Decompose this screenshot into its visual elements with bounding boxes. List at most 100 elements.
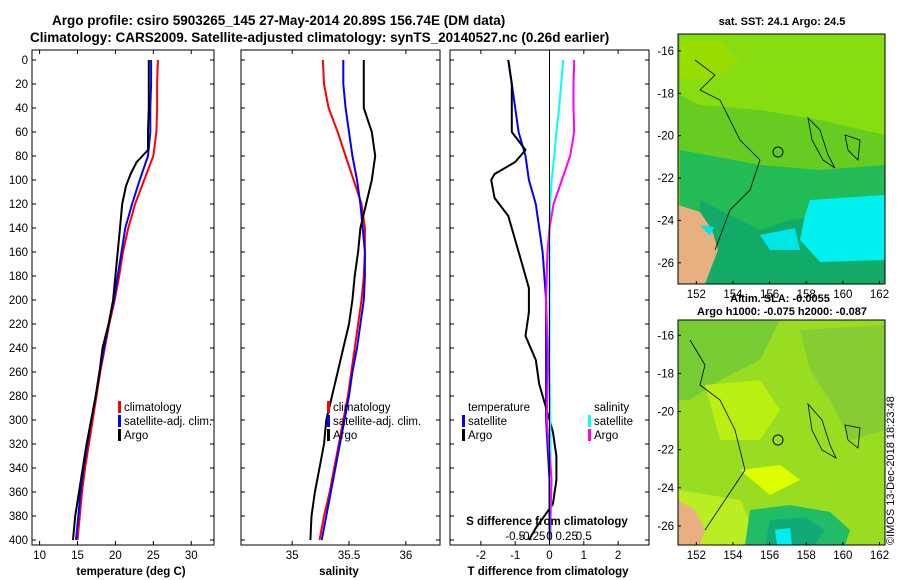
imos-timestamp: ©IMOS 13-Dec-2018 18:23:48 (885, 396, 897, 545)
x-tick-label: -2 (476, 550, 486, 562)
land-region (678, 500, 705, 545)
x-tick-label: 35 (286, 550, 299, 562)
map-y-tick-label: -24 (657, 483, 674, 495)
temperature-axis-label: temperature (deg C) (76, 566, 185, 578)
x-tick-label: 2 (615, 550, 621, 562)
x-tick-label: 1 (581, 550, 587, 562)
depth-tick-label: 220 (9, 319, 28, 331)
series-line-temperature-argo (490, 59, 558, 541)
depth-tick-label: 40 (15, 103, 28, 115)
legend-swatch-magenta (588, 429, 591, 441)
salinity-series (309, 59, 377, 541)
sla-region (678, 320, 780, 400)
reef-contour (844, 134, 861, 161)
map-y-tick-label: -16 (657, 46, 674, 58)
map-x-tick-label: 160 (833, 550, 852, 562)
t-difference-axis-label: T difference from climatology (467, 566, 629, 578)
figure-title-line2: Climatology: CARS2009. Satellite-adjuste… (30, 30, 609, 45)
legend-label-satellite: satellite-adj. clim. (124, 416, 212, 428)
depth-tick-label: 100 (9, 175, 28, 187)
sla-region (800, 325, 885, 440)
map-x-tick-label: 156 (760, 550, 779, 562)
temperature-panel (31, 49, 215, 546)
map-x-tick-label: 158 (797, 550, 816, 562)
coastline-contour (694, 59, 761, 251)
map-x-tick-label: 152 (687, 289, 706, 301)
legend-label-climatology: climatology (124, 402, 182, 414)
map-x-tick-label: 154 (723, 289, 743, 301)
sla-map (678, 320, 885, 545)
depth-axis: 0 20 40 60 80 100 120 140 160 180 200 220 240 260 280 3… (9, 55, 28, 547)
s-difference-axis-label: S difference from climatology (466, 516, 628, 528)
temperature-series (72, 59, 159, 541)
s-diff-tick-label: -0.5 (505, 531, 525, 543)
sla-high-region (705, 380, 780, 440)
depth-tick-label: 140 (9, 223, 28, 235)
difference-legend: temperature satellite Argo salinity sate… (462, 402, 633, 442)
argo-position-marker (772, 434, 784, 446)
depth-tick-label: 360 (9, 487, 28, 499)
argo-position-marker (772, 146, 784, 158)
s-diff-tick-label: 0.5 (576, 531, 592, 543)
series-line-argo (72, 60, 150, 541)
legend-label-t-argo: Argo (468, 430, 492, 442)
map-x-tick-label: 156 (760, 289, 779, 301)
sst-map-frame (677, 33, 886, 285)
legend-label-s-satellite: satellite (594, 416, 633, 428)
map-y-tick-label: -18 (657, 88, 674, 100)
map-y-tick-label: -20 (657, 131, 674, 143)
map-y-tick-label: -24 (657, 215, 674, 227)
legend-swatch-red (327, 401, 330, 413)
depth-tick-label: 340 (9, 463, 28, 475)
sst-cold-region (800, 195, 885, 262)
legend-swatch-blue (327, 415, 330, 427)
legend-swatch-red (118, 401, 121, 413)
x-tick-label: -1 (510, 550, 520, 562)
legend-label-t-satellite: satellite (468, 416, 507, 428)
map-y-tick-label: -18 (657, 368, 674, 380)
legend-swatch-blue (118, 415, 121, 427)
map-x-tick-label: 154 (723, 550, 743, 562)
x-tick-label: 25 (147, 550, 160, 562)
salinity-legend: climatology satellite-adj. clim. Argo (327, 401, 421, 442)
x-tick-label: 30 (185, 550, 198, 562)
legend-header-salinity: salinity (594, 402, 629, 414)
sla-map-title: Altim. SLA: -0.0055 (730, 293, 830, 305)
legend-swatch-black (462, 429, 465, 441)
map-y-tick-label: -20 (657, 407, 674, 419)
legend-label-climatology: climatology (333, 402, 391, 414)
legend-swatch-blue (462, 415, 465, 427)
legend-label-satellite: satellite-adj. clim. (333, 416, 421, 428)
x-tick-label: 20 (109, 550, 122, 562)
depth-tick-label: 80 (15, 151, 28, 163)
depth-tick-label: 300 (9, 415, 28, 427)
legend-swatch-black (327, 429, 330, 441)
sla-map-frame (677, 319, 886, 546)
depth-tick-label: 280 (9, 391, 28, 403)
depth-tick-label: 260 (9, 367, 28, 379)
sla-high-region (740, 465, 800, 495)
series-line-argo (309, 60, 377, 541)
reef-contour (844, 424, 861, 449)
s-diff-tick-label: -0.25 (519, 531, 545, 543)
depth-tick-label: 240 (9, 343, 28, 355)
land-region (678, 205, 718, 284)
depth-tick-label: 160 (9, 247, 28, 259)
legend-header-temperature: temperature (468, 402, 530, 414)
sst-cold-region (760, 228, 800, 250)
salinity-panel (240, 49, 441, 546)
map-x-tick-label: 160 (833, 289, 852, 301)
map-tick-labels: 152 154 156 158 160 162 -16 -18 -20 -22 -24 -26 152 1… (657, 46, 889, 562)
map-x-tick-label: 162 (870, 550, 889, 562)
x-tick-label: 36 (399, 550, 412, 562)
series-line-climatology (318, 59, 366, 541)
temperature-legend: climatology satellite-adj. clim. Argo (118, 401, 212, 442)
legend-swatch-cyan (588, 415, 591, 427)
map-x-tick-label: 158 (797, 289, 816, 301)
series-line-salinity-argo (545, 59, 576, 541)
map-y-tick-label: -26 (657, 258, 674, 270)
sla-very-low-region (775, 528, 792, 545)
legend-label-argo: Argo (124, 430, 148, 442)
sst-warm-region (680, 40, 740, 80)
